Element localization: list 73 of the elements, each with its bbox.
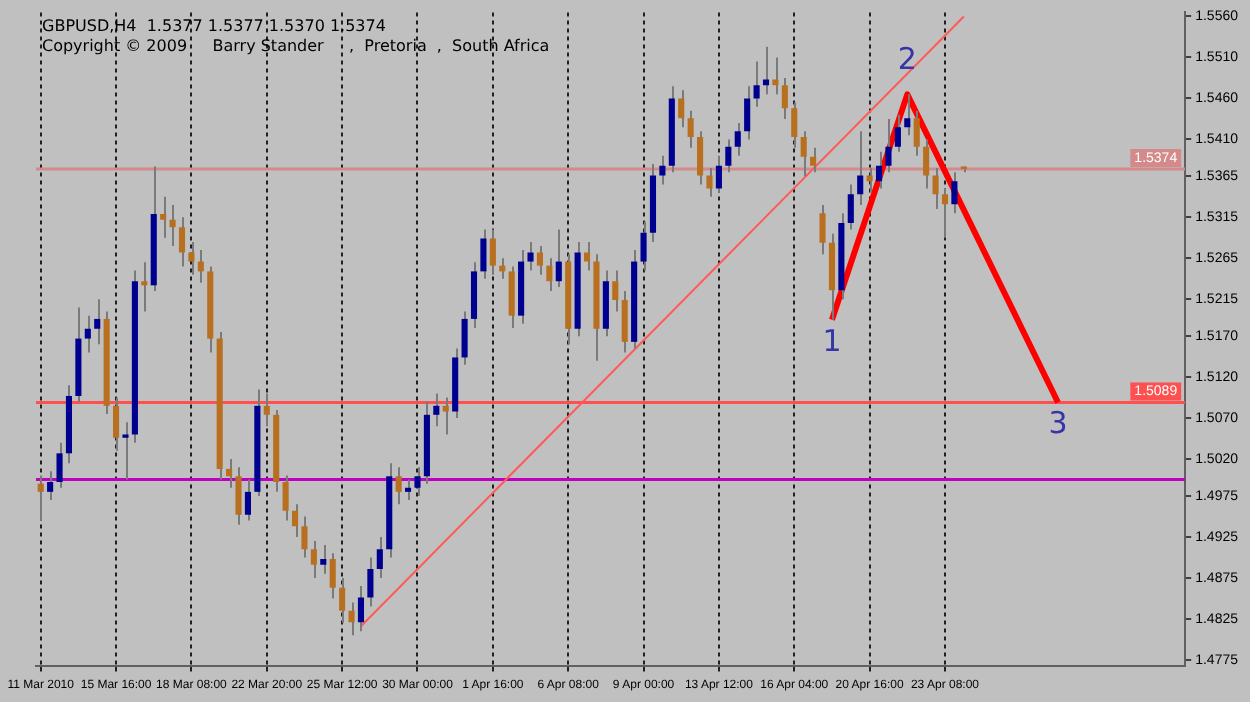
- candlestick: [470, 261, 478, 329]
- candlestick: [235, 466, 242, 526]
- candlestick: [433, 392, 440, 428]
- candlestick: [791, 101, 798, 149]
- candlestick: [697, 130, 704, 186]
- candlestick: [536, 244, 544, 276]
- candlestick: [941, 187, 949, 239]
- candlestick: [781, 76, 788, 120]
- candlestick: [461, 310, 468, 366]
- candlestick: [348, 601, 355, 637]
- candlestick: [320, 544, 327, 575]
- candlestick: [687, 109, 694, 149]
- candlestick: [329, 552, 336, 600]
- candlestick: [357, 585, 365, 633]
- annotation: Copyright © 2009 Barry Stander , Pretoria , South Africa: [42, 36, 550, 55]
- candlestick: [800, 130, 807, 178]
- candlestick: [819, 204, 826, 256]
- candlestick: [810, 146, 817, 174]
- candlestick: [923, 138, 930, 190]
- annotation: 1: [822, 322, 842, 359]
- candlestick: [188, 240, 195, 276]
- candlestick: [744, 85, 751, 141]
- candlestick: [546, 257, 553, 293]
- candlestick: [715, 154, 722, 194]
- annotation: 2: [897, 41, 917, 78]
- candlestick: [197, 249, 204, 284]
- candlestick: [94, 298, 101, 346]
- candlestick: [857, 130, 864, 206]
- candlestick: [894, 113, 901, 153]
- candlestick: [734, 122, 741, 157]
- candlestick: [932, 167, 939, 211]
- candlestick: [160, 195, 167, 239]
- candlestick: [414, 466, 421, 497]
- annotation: 3: [1048, 405, 1068, 442]
- candlestick: [141, 261, 148, 313]
- candlestick: [753, 60, 760, 108]
- candlestick: [47, 470, 54, 502]
- candlestick: [866, 167, 873, 194]
- candlestick: [489, 228, 496, 276]
- candlestick: [621, 290, 628, 354]
- candlestick: [395, 466, 402, 506]
- candlestick: [678, 89, 685, 129]
- candlestick: [951, 171, 958, 215]
- candlestick: [244, 478, 251, 522]
- candlestick: [263, 392, 270, 428]
- candlestick: [282, 474, 289, 522]
- candlestick: [113, 396, 120, 452]
- candlestick: [913, 109, 920, 157]
- candlestick: [376, 535, 383, 579]
- candlestick: [310, 540, 317, 579]
- candlestick: [84, 314, 91, 354]
- candlestick: [725, 138, 732, 174]
- candlestick: [122, 421, 129, 481]
- candlestick: [405, 478, 412, 502]
- candlestick: [612, 269, 619, 313]
- candlestick: [508, 265, 515, 329]
- candlestick: [480, 228, 487, 280]
- candlestick: [659, 154, 666, 186]
- candlestick: [367, 556, 374, 608]
- candlestick: [640, 220, 647, 272]
- candlestick: [847, 183, 854, 231]
- candlestick: [56, 441, 63, 489]
- candlestick: [37, 474, 44, 522]
- candlestick: [339, 576, 346, 624]
- candlestick: [442, 396, 449, 436]
- candlestick: [706, 167, 713, 198]
- candlestick: [828, 232, 836, 321]
- candlestick: [904, 93, 911, 137]
- candlestick: [555, 228, 562, 288]
- candlestick: [178, 216, 186, 268]
- candlestick: [602, 269, 609, 338]
- chart-title: GBPUSD,H4 1.5377 1.5377 1.5370 1.5374: [42, 16, 386, 35]
- candlestick: [169, 204, 176, 247]
